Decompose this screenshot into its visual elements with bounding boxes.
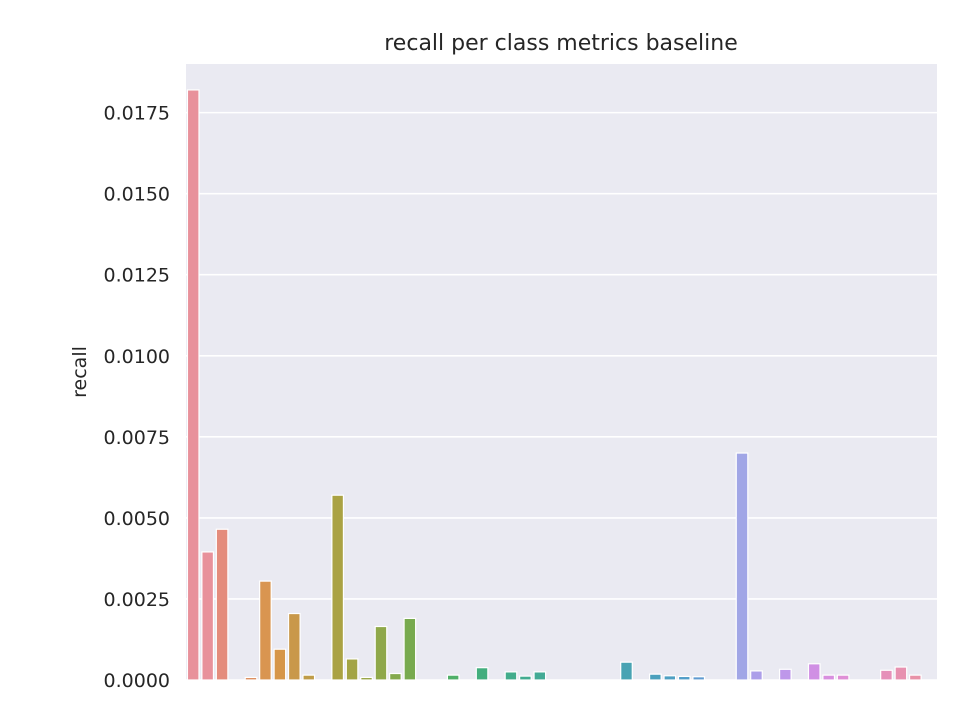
plot-background: [186, 64, 937, 680]
bar: [403, 617, 417, 681]
bar: [880, 669, 893, 681]
y-tick-label: 0.0075: [104, 427, 170, 449]
bar: [620, 661, 633, 681]
chart-title: recall per class metrics baseline: [384, 31, 737, 56]
bar: [807, 663, 821, 681]
bar: [648, 673, 662, 681]
bar: [822, 674, 836, 681]
bar: [504, 671, 518, 681]
y-tick-labels: 0.0000 0.0025 0.0050 0.0075 0.0100 0.0125 0.01…: [104, 103, 170, 692]
bar: [186, 89, 200, 681]
gridlines: [186, 111, 937, 681]
bar: [287, 612, 301, 681]
bar: [750, 670, 763, 681]
y-tick-label: 0.0025: [104, 589, 170, 611]
bar: [475, 667, 489, 681]
bar: [778, 668, 792, 681]
bar: [908, 674, 922, 681]
bars: [186, 89, 922, 681]
y-tick-label: 0.0175: [104, 103, 170, 125]
bar: [201, 551, 215, 681]
y-tick-label: 0.0125: [104, 265, 170, 287]
y-tick-label: 0.0050: [104, 508, 170, 530]
y-tick-label: 0.0150: [104, 184, 170, 206]
bar: [519, 675, 532, 681]
bar: [244, 676, 258, 681]
bar: [836, 674, 850, 681]
y-tick-label: 0.0000: [104, 670, 170, 692]
y-axis-label: recall: [69, 346, 91, 398]
bar: [374, 625, 388, 681]
bar: [331, 494, 345, 681]
bar: [677, 675, 691, 681]
bar: [692, 676, 706, 681]
bar: [302, 674, 316, 681]
bar: [663, 675, 677, 681]
bar: [360, 676, 373, 681]
bar: [259, 580, 272, 681]
bar: [215, 528, 229, 681]
bar: [273, 648, 287, 681]
bar: [894, 666, 908, 681]
bar: [389, 672, 402, 681]
bar: [446, 674, 460, 681]
bar: [533, 671, 547, 681]
bar: [735, 452, 749, 681]
y-tick-label: 0.0100: [104, 346, 170, 368]
bar: [345, 658, 359, 681]
